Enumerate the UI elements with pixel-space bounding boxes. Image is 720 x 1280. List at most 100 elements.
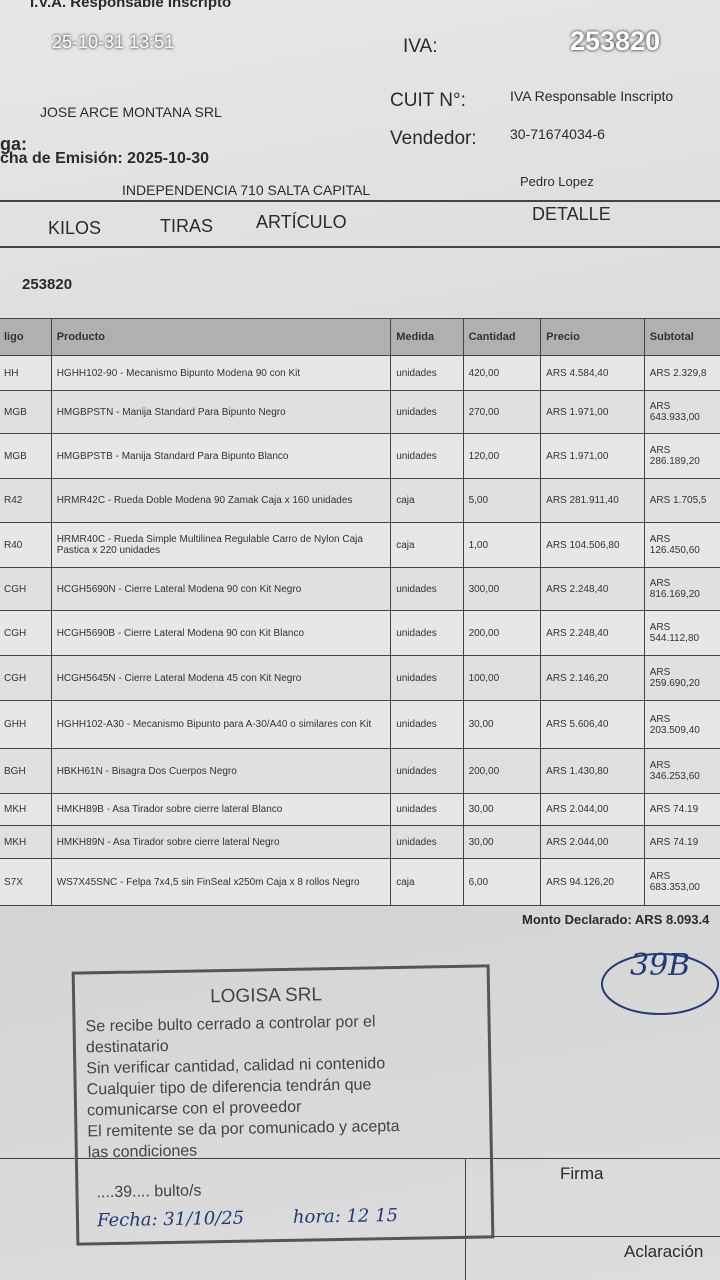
rule [0,200,720,202]
cell: unidades [390,825,464,859]
cell: unidades [390,390,464,434]
col-tiras: TIRAS [160,216,214,236]
cell: ARS 5.606,40 [540,700,645,749]
cell: HGHH102-90 - Mecanismo Bipunto Modena 90… [50,355,392,391]
cell: ARS 1.430,80 [540,748,645,794]
cell: MKH [0,793,52,826]
cell: HH [0,355,52,391]
header-row: ligo Producto Medida Cantidad Precio Subtotal [0,318,720,356]
item-row: GHH HGHH102-A30 - Mecanismo Bipunto para … [0,700,720,749]
cell: HCGH5690N - Cierre Lateral Modena 90 con… [50,567,392,611]
cell: 6,00 [462,858,542,906]
cell: unidades [390,700,464,749]
cell: 120,00 [462,433,542,479]
cell: 30,00 [462,700,542,749]
column-header: Subtotal [643,318,720,356]
address: INDEPENDENCIA 710 SALTA CAPITAL [122,182,371,198]
cell: unidades [390,655,464,701]
cuit-value: IVA Responsable Inscripto [510,88,674,104]
cell: unidades [390,567,464,611]
cell: BGH [0,748,52,794]
cell: unidades [390,355,464,391]
cell: ARS 74.19 [643,793,720,826]
cell: ARS 816.169,20 [643,567,720,611]
rule [465,1158,466,1280]
cell: 300,00 [462,567,542,611]
cell: ARS 4.584,40 [540,355,645,391]
item-row: BGH HBKH61N - Bisagra Dos Cuerpos Negro un… [0,748,720,794]
cell: ARS 74.19 [643,825,720,859]
cell: HCGH5645N - Cierre Lateral Modena 45 con… [50,655,392,701]
number: 253820 [570,26,661,56]
cell: caja [390,858,464,906]
handwritten-mark: 39B [630,948,691,983]
aclaracion: Aclaración [624,1242,704,1261]
cell: CGH [0,655,52,701]
rule [0,1158,720,1159]
cell: HCGH5690B - Cierre Lateral Modena 90 con… [50,610,392,656]
cell: HBKH61N - Bisagra Dos Cuerpos Negro [50,748,392,794]
cell: 420,00 [462,355,542,391]
ga-label: ga: [0,134,27,154]
stamp-title: LOGISA SRL [209,984,323,1008]
item-row: CGH HCGH5690B - Cierre Lateral Modena 90 … [0,610,720,656]
cell: ARS 281.911,40 [540,478,645,523]
stamp-line: las condiciones [87,1142,198,1162]
stamp-fecha: Fecha: 31/10/25 [96,1207,245,1232]
cell: 200,00 [462,610,542,656]
item-row: CGH HCGH5690N - Cierre Lateral Modena 90 … [0,567,720,611]
cell: HGHH102-A30 - Mecanismo Bipunto para A-3… [50,700,392,749]
cell: caja [390,522,464,568]
items-table: ligo Producto Medida Cantidad Precio Subtotal… [0,318,720,906]
vendedor-value: 30-71674034-6 [510,126,605,142]
cell: 5,00 [462,478,542,523]
cell: ARS 2.248,40 [540,567,645,611]
column-header: ligo [0,318,52,356]
cell: HRMR40C - Rueda Simple Multilinea Regula… [50,522,392,568]
cell: 30,00 [462,793,542,826]
stamp-text: Se recibe bulto cerrado a controlar por … [85,1011,400,1163]
company: JOSE ARCE MONTANA SRL [40,104,222,120]
firma: Firma [560,1164,604,1183]
stamp-bultos: ....39.... bulto/s [96,1182,202,1202]
top-cut: I.V.A. Responsable Inscripto [30,0,232,11]
cell: 100,00 [462,655,542,701]
item-row: MKH HMKH89N - Asa Tirador sobre cierre la… [0,825,720,859]
rule [465,1236,720,1237]
col-detalle: DETALLE [532,204,611,224]
cell: ARS 203.509,40 [643,700,720,749]
cell: ARS 2.248,40 [540,610,645,656]
column-header: Precio [540,318,645,356]
cell: 270,00 [462,390,542,434]
cell: unidades [390,748,464,794]
cell: CGH [0,610,52,656]
cell: MGB [0,433,52,479]
item-row: CGH HCGH5645N - Cierre Lateral Modena 45 … [0,655,720,701]
col-articulo: ARTÍCULO [256,212,347,232]
cell: R42 [0,478,52,523]
total: Monto Declarado: ARS 8.093.4 [522,912,710,927]
cell: ARS 643.933,00 [643,390,720,434]
vendedor-label: Vendedor: [390,128,477,149]
cell: ARS 286.189,20 [643,433,720,479]
cell: ARS 94.126,20 [540,858,645,906]
col-kilos: KILOS [48,218,102,238]
item-row: MGB HMGBPSTN - Manija Standard Para Bipun… [0,390,720,434]
cell: HMKH89B - Asa Tirador sobre cierre later… [50,793,392,826]
cell: unidades [390,433,464,479]
cell: HMKH89N - Asa Tirador sobre cierre later… [50,825,392,859]
cell: CGH [0,567,52,611]
cell: ARS 2.044,00 [540,825,645,859]
cell: ARS 126.450,60 [643,522,720,568]
cell: ARS 683.353,00 [643,858,720,906]
cell: caja [390,478,464,523]
cell: 1,00 [462,522,542,568]
cell: ARS 259.690,20 [643,655,720,701]
reference: 253820 [22,276,73,293]
cell: ARS 2.329,8 [643,355,720,391]
cell: ARS 544.112,80 [643,610,720,656]
cell: unidades [390,610,464,656]
cell: HMGBPSTB - Manija Standard Para Bipunto … [50,433,392,479]
fecha-emision: cha de Emisión: 2025-10-30 [0,150,209,167]
